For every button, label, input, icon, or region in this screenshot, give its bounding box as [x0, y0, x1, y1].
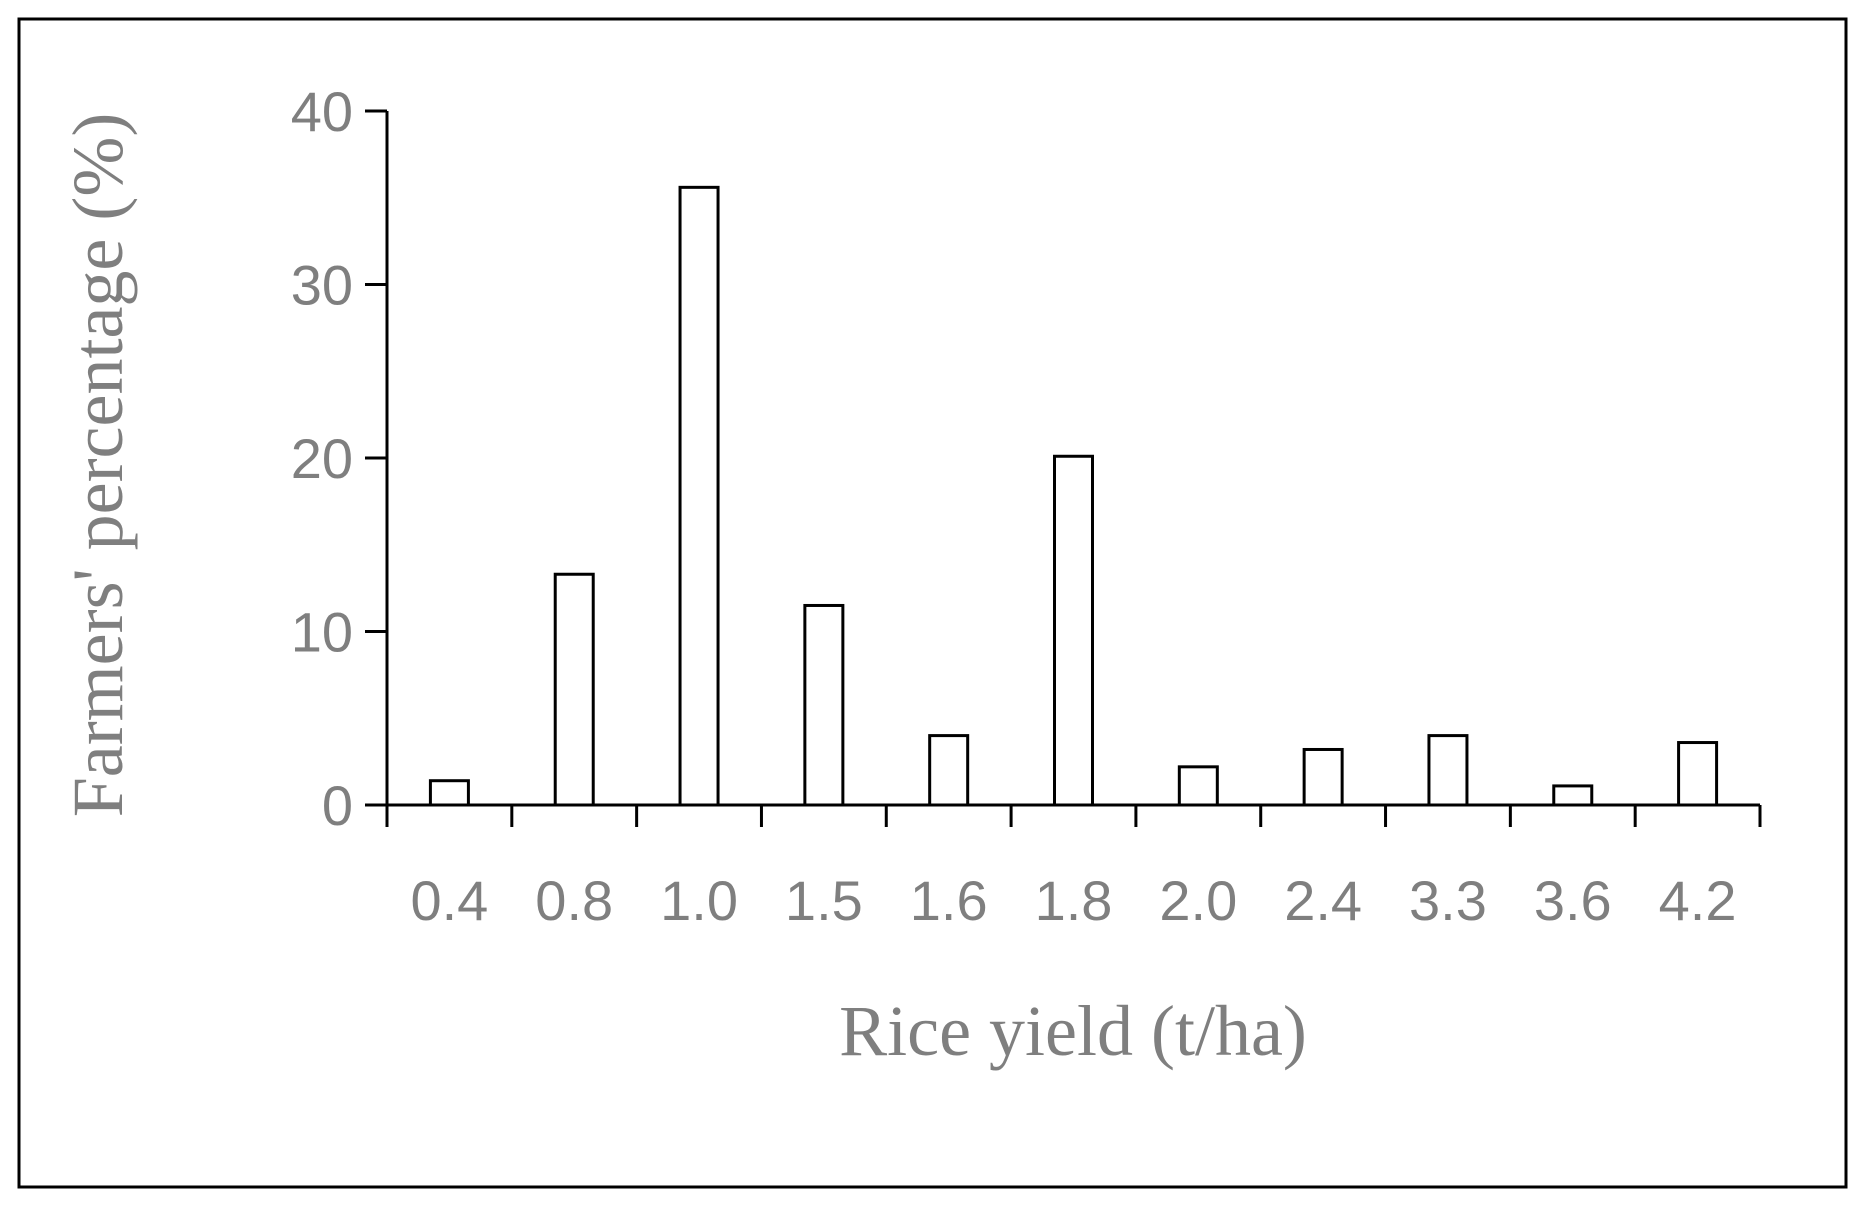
- bar-4.2: [1677, 741, 1719, 807]
- x-tick-label: 3.6: [1534, 869, 1612, 932]
- y-tick-label: 30: [291, 254, 353, 317]
- x-axis-title: Rice yield (t/ha): [839, 991, 1307, 1071]
- x-tick-label: 1.8: [1035, 869, 1113, 932]
- x-tick-label: 1.6: [910, 869, 988, 932]
- bar-2.0: [1177, 765, 1219, 807]
- chart-frame: [17, 17, 1848, 1189]
- x-axis-ticks: 0.4 0.8 1.0 1.5 1.6 1.8 2.0 2.4 3.3 3.6 4.2: [385, 805, 1762, 932]
- bar-3.3: [1427, 734, 1469, 807]
- bar-1.8: [1053, 454, 1094, 807]
- x-tick-label: 1.0: [660, 869, 738, 932]
- bar-3.6: [1552, 784, 1594, 807]
- y-tick-label: 0: [322, 774, 353, 837]
- y-tick-label: 20: [291, 427, 353, 490]
- y-tick-label: 40: [291, 80, 353, 143]
- bar-0.4: [428, 779, 470, 807]
- bar-1.0: [678, 185, 720, 807]
- bar-2.4: [1302, 747, 1344, 807]
- bar-1.5: [803, 603, 845, 807]
- bar-0.8: [553, 572, 595, 807]
- bar-1.6: [928, 734, 970, 807]
- x-tick-label: 4.2: [1659, 869, 1737, 932]
- bars: [428, 185, 1719, 807]
- y-axis-title: Farmers' percentage (%): [58, 113, 138, 818]
- x-tick-label: 1.5: [785, 869, 863, 932]
- x-tick-label: 2.4: [1284, 869, 1362, 932]
- x-tick-label: 0.4: [410, 869, 488, 932]
- y-axis-ticks: 0 10 20 30 40: [291, 80, 387, 837]
- x-tick-label: 3.3: [1409, 869, 1487, 932]
- x-tick-label: 2.0: [1159, 869, 1237, 932]
- y-tick-label: 10: [291, 601, 353, 664]
- x-tick-label: 0.8: [535, 869, 613, 932]
